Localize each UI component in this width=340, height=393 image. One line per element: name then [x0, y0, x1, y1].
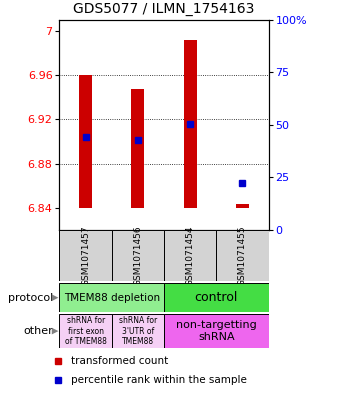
Bar	[131, 89, 144, 208]
Bar	[112, 230, 164, 281]
Text: other: other	[23, 326, 53, 336]
Bar	[112, 314, 164, 348]
Bar	[59, 314, 112, 348]
Bar	[164, 314, 269, 348]
Text: non-targetting
shRNA: non-targetting shRNA	[176, 320, 257, 342]
Text: GSM1071455: GSM1071455	[238, 225, 247, 286]
Bar	[59, 230, 112, 281]
Text: control: control	[194, 291, 238, 304]
Bar	[236, 204, 249, 208]
Text: GSM1071457: GSM1071457	[81, 225, 90, 286]
Bar	[59, 283, 164, 312]
Text: GSM1071454: GSM1071454	[186, 225, 195, 286]
Text: GSM1071456: GSM1071456	[133, 225, 142, 286]
Bar	[164, 283, 269, 312]
Bar	[164, 230, 216, 281]
Text: shRNA for
first exon
of TMEM88: shRNA for first exon of TMEM88	[65, 316, 106, 346]
Bar	[216, 230, 269, 281]
Text: percentile rank within the sample: percentile rank within the sample	[71, 375, 247, 385]
Bar	[184, 40, 197, 208]
Text: shRNA for
3'UTR of
TMEM88: shRNA for 3'UTR of TMEM88	[119, 316, 157, 346]
Text: TMEM88 depletion: TMEM88 depletion	[64, 293, 160, 303]
Title: GDS5077 / ILMN_1754163: GDS5077 / ILMN_1754163	[73, 2, 255, 16]
Text: protocol: protocol	[8, 293, 53, 303]
Bar	[79, 75, 92, 208]
Text: transformed count: transformed count	[71, 356, 168, 366]
